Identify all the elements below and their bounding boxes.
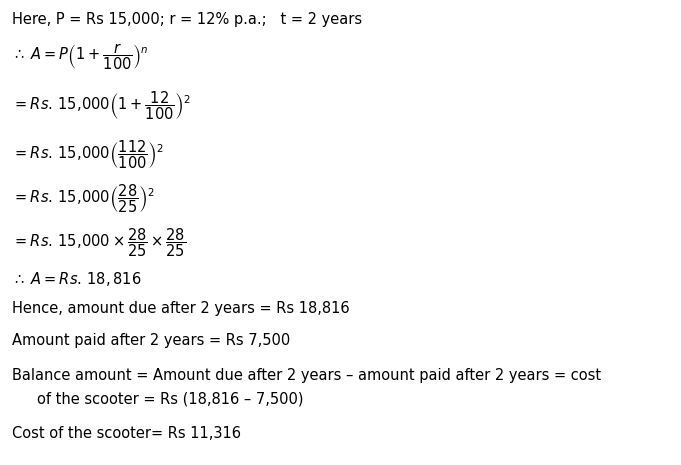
Text: $= Rs.\,15,\!000\left(\dfrac{112}{100}\right)^{2}$: $= Rs.\,15,\!000\left(\dfrac{112}{100}\r… xyxy=(12,138,164,171)
Text: Cost of the scooter= Rs 11,316: Cost of the scooter= Rs 11,316 xyxy=(12,426,241,441)
Text: of the scooter = Rs (18,816 – 7,500): of the scooter = Rs (18,816 – 7,500) xyxy=(37,391,304,406)
Text: $\therefore\; A = Rs.\,18,816$: $\therefore\; A = Rs.\,18,816$ xyxy=(12,270,142,288)
Text: $= Rs.\,15,\!000\left(1+\dfrac{12}{100}\right)^{2}$: $= Rs.\,15,\!000\left(1+\dfrac{12}{100}\… xyxy=(12,89,191,122)
Text: Balance amount = Amount due after 2 years – amount paid after 2 years = cost: Balance amount = Amount due after 2 year… xyxy=(12,368,601,383)
Text: Here, P = Rs 15,000; r = 12% p.a.;   t = 2 years: Here, P = Rs 15,000; r = 12% p.a.; t = 2… xyxy=(12,13,362,27)
Text: Amount paid after 2 years = Rs 7,500: Amount paid after 2 years = Rs 7,500 xyxy=(12,333,291,348)
Text: $= Rs.\,15,\!000\left(\dfrac{28}{25}\right)^{2}$: $= Rs.\,15,\!000\left(\dfrac{28}{25}\rig… xyxy=(12,183,155,215)
Text: Hence, amount due after 2 years = Rs 18,816: Hence, amount due after 2 years = Rs 18,… xyxy=(12,301,350,316)
Text: $= Rs.\,15,\!000 \times \dfrac{28}{25} \times \dfrac{28}{25}$: $= Rs.\,15,\!000 \times \dfrac{28}{25} \… xyxy=(12,226,187,259)
Text: $\therefore\; A = P\left(1+\dfrac{r}{100}\right)^{n}$: $\therefore\; A = P\left(1+\dfrac{r}{100… xyxy=(12,41,149,72)
